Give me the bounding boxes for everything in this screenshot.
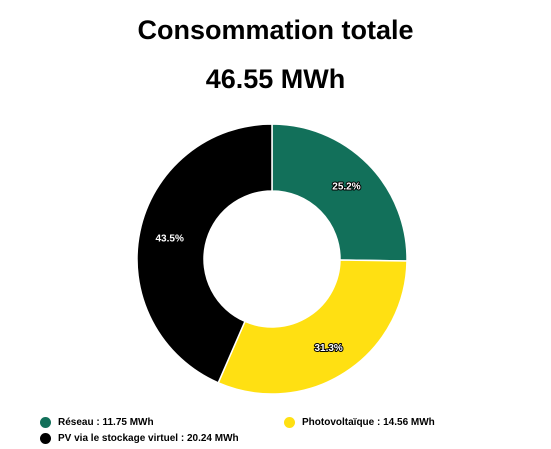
slice-photovolta-que[interactable] (217, 259, 408, 395)
slice-label-pv-via-le-stockage-virtuel: 43.5% (156, 234, 184, 245)
legend-swatch-reseau (40, 417, 51, 428)
chart-title: Consommation totale (137, 15, 414, 45)
slice-r-seau[interactable] (271, 123, 408, 262)
legend-item-reseau[interactable]: Réseau : 11.75 MWh (40, 417, 154, 428)
slice-label-r-seau: 25.2% (332, 182, 360, 193)
total-value: 46.55 MWh (205, 64, 346, 94)
slice-label-photovolta-que: 31.3% (314, 343, 342, 354)
legend-label-photovoltaique: Photovoltaïque : 14.56 MWh (302, 417, 435, 428)
legend-swatch-photovoltaique (284, 417, 295, 428)
legend-label-reseau: Réseau : 11.75 MWh (58, 417, 154, 428)
slice-pv-via-le-stockage-virtuel[interactable] (136, 123, 273, 384)
donut-chart: 25.2% 31.3% 43.5% (136, 123, 408, 395)
legend-swatch-pv-stockage (40, 433, 51, 444)
legend-item-pv-stockage[interactable]: PV via le stockage virtuel : 20.24 MWh (40, 433, 239, 444)
legend-label-pv-stockage: PV via le stockage virtuel : 20.24 MWh (58, 433, 239, 444)
legend-item-photovoltaique[interactable]: Photovoltaïque : 14.56 MWh (284, 417, 435, 428)
